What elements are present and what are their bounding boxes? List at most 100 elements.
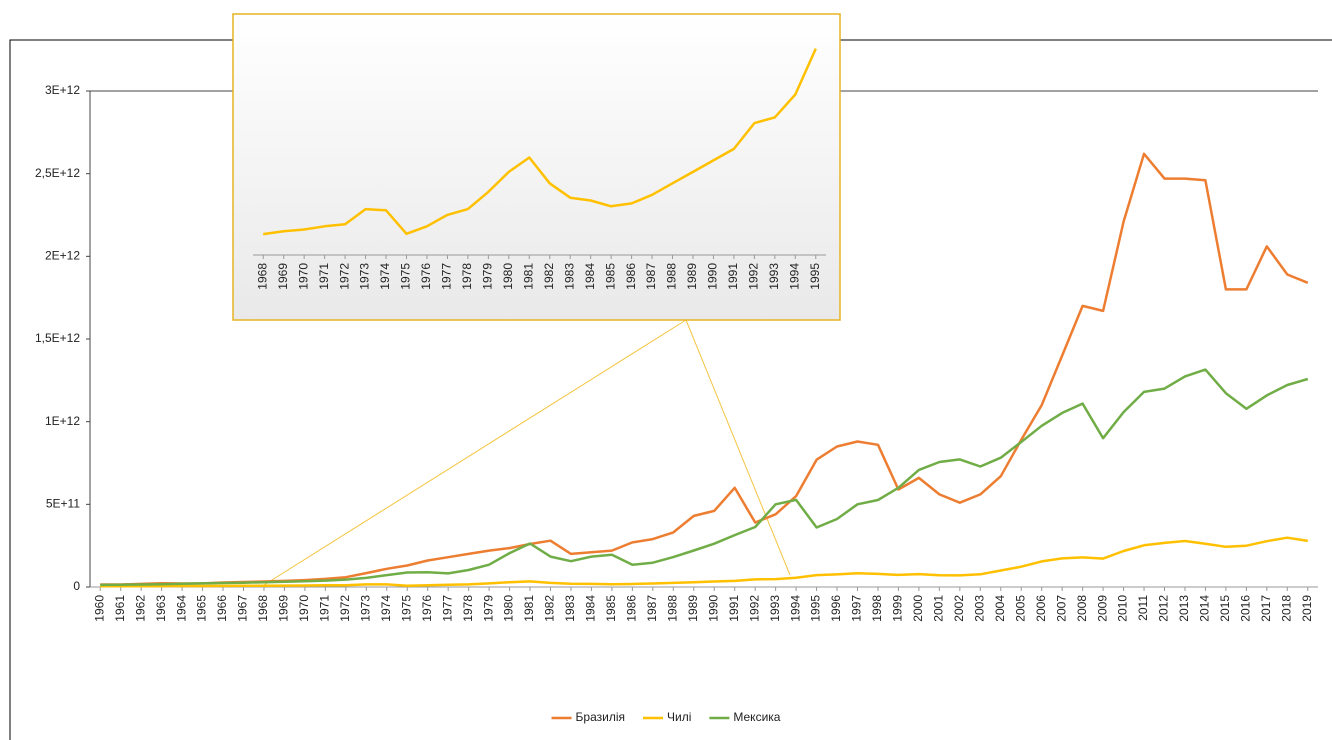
x-tick-label: 1981: [522, 595, 536, 622]
x-tick-label: 2003: [972, 595, 986, 622]
x-tick-label: 2011: [1136, 595, 1150, 621]
x-tick-label: 1964: [174, 595, 188, 622]
x-tick-label: 1985: [603, 263, 617, 290]
zoom-connector: [263, 319, 687, 586]
x-tick-label: 1975: [399, 263, 413, 290]
legend-label: Бразилія: [576, 710, 625, 724]
x-tick-label: 1990: [706, 263, 720, 290]
legend-label: Мексика: [733, 710, 780, 724]
x-tick-label: 2006: [1034, 595, 1048, 622]
x-tick-label: 1986: [624, 263, 638, 290]
x-tick-label: 1984: [583, 263, 597, 290]
x-tick-label: 1992: [747, 263, 761, 290]
x-tick-label: 1979: [481, 263, 495, 290]
x-tick-label: 1991: [727, 595, 741, 622]
x-tick-label: 1972: [337, 263, 351, 290]
x-tick-label: 1989: [685, 263, 699, 290]
x-tick-label: 1987: [645, 595, 659, 622]
x-tick-label: 1986: [625, 595, 639, 622]
x-tick-label: 1983: [563, 595, 577, 622]
y-tick-label: 2,5E+12: [35, 166, 80, 180]
x-tick-label: 1965: [195, 595, 209, 622]
x-tick-label: 1980: [502, 595, 516, 622]
x-tick-label: 2002: [952, 595, 966, 622]
x-tick-label: 1975: [399, 595, 413, 622]
series-line: [263, 48, 817, 236]
x-tick-label: 1969: [276, 263, 290, 290]
x-tick-label: 2008: [1075, 595, 1089, 622]
x-tick-label: 1970: [296, 263, 310, 290]
x-tick-label: 1982: [543, 595, 557, 622]
main-plot: 0 5E+11 1E+12 1,5E+12 2E+12 2,5E+12 3E+12 1960 1…: [35, 83, 1318, 622]
x-tick-label: 2004: [993, 595, 1007, 622]
x-tick-label: 1963: [154, 595, 168, 622]
x-tick-label: 1994: [788, 595, 802, 622]
x-tick-label: 1993: [768, 595, 782, 622]
x-tick-label: 1999: [891, 595, 905, 622]
x-tick-label: 1977: [440, 263, 454, 290]
x-tick-label: 2000: [911, 595, 925, 622]
y-tick-label: 1,5E+12: [35, 331, 80, 345]
x-tick-label: 1990: [706, 595, 720, 622]
y-tick-label: 0: [73, 579, 80, 593]
x-tick-label: 1980: [501, 263, 515, 290]
x-tick-label: 1998: [870, 595, 884, 622]
x-tick-label: 1993: [767, 263, 781, 290]
x-tick-label: 1997: [850, 595, 864, 622]
x-tick-label: 1982: [542, 263, 556, 290]
x-tick-label: 1971: [317, 263, 331, 290]
series-line: [100, 536, 1308, 588]
x-tick-label: 1989: [686, 595, 700, 622]
x-tick-label: 2007: [1054, 595, 1068, 622]
x-tick-label: 2001: [932, 595, 946, 622]
x-tick-label: 1983: [562, 263, 576, 290]
x-tick-label: 1973: [358, 595, 372, 622]
x-tick-label: 1968: [255, 263, 269, 290]
x-tick-label: 1973: [358, 263, 372, 290]
x-tick-label: 2015: [1218, 595, 1232, 622]
x-tick-label: 1979: [481, 595, 495, 622]
zoom-connector: [685, 319, 791, 576]
x-tick-label: 2016: [1239, 595, 1253, 622]
x-tick-label: 2010: [1116, 595, 1130, 622]
x-tick-label: 1976: [419, 263, 433, 290]
x-tick-label: 1969: [277, 595, 291, 622]
y-tick-label: 3E+12: [45, 83, 80, 97]
x-tick-label: 1988: [665, 595, 679, 622]
inset-plot: 1968 1969 1970 1971 1972 1973 1974 1975 1976 1977…: [253, 48, 826, 290]
series-line: [100, 368, 1309, 587]
x-tick-label: 1966: [215, 595, 229, 622]
x-tick-label: 1974: [379, 595, 393, 622]
x-tick-label: 2005: [1013, 595, 1027, 622]
x-tick-label: 1978: [460, 263, 474, 290]
x-tick-label: 2017: [1259, 595, 1273, 622]
x-tick-label: 1960: [92, 595, 106, 622]
x-tick-label: 1972: [338, 595, 352, 622]
x-tick-label: 1967: [236, 595, 250, 622]
x-tick-label: 1994: [787, 263, 801, 290]
x-tick-label: 1992: [747, 595, 761, 622]
x-tick-label: 1962: [133, 595, 147, 622]
x-tick-label: 1995: [809, 595, 823, 622]
x-tick-label: 1978: [461, 595, 475, 622]
x-tick-label: 1995: [808, 263, 822, 290]
x-tick-label: 1988: [665, 263, 679, 290]
x-tick-label: 2009: [1095, 595, 1109, 622]
x-tick-label: 1971: [318, 595, 332, 622]
x-tick-label: 1981: [521, 263, 535, 290]
x-tick-label: 2013: [1177, 595, 1191, 622]
x-tick-label: 1977: [440, 595, 454, 622]
y-tick-label: 1E+12: [45, 414, 80, 428]
x-tick-label: 1976: [420, 595, 434, 622]
x-tick-label: 2019: [1300, 595, 1314, 622]
legend: Бразилія Чилі Мексика: [551, 710, 781, 724]
x-tick-label: 2014: [1198, 595, 1212, 622]
x-tick-label: 1987: [644, 263, 658, 290]
x-tick-label: 2018: [1279, 595, 1293, 622]
y-tick-label: 5E+11: [46, 497, 80, 511]
x-tick-label: 1970: [297, 595, 311, 622]
x-tick-label: 1985: [604, 595, 618, 622]
x-tick-label: 1968: [256, 595, 270, 622]
legend-label: Чилі: [667, 710, 691, 724]
